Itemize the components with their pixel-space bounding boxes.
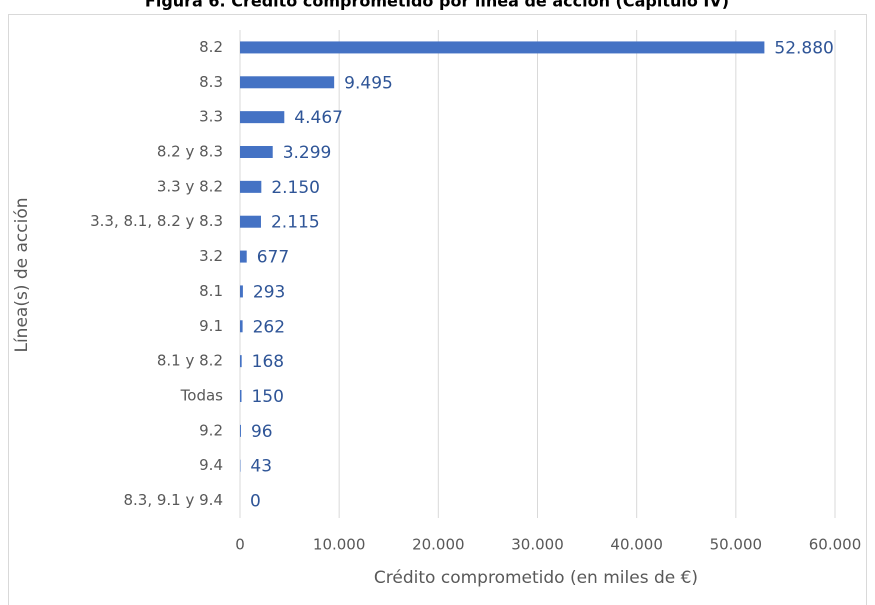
- bar: [240, 250, 247, 263]
- bar: [240, 355, 242, 368]
- y-tick-label: 9.1: [199, 317, 223, 335]
- chart-border: [8, 14, 867, 605]
- x-tick-label: 30.000: [511, 536, 564, 554]
- bar: [240, 215, 261, 228]
- y-tick-label: 8.1: [199, 282, 223, 300]
- y-tick-label: 8.2: [199, 38, 223, 56]
- bar: [240, 146, 273, 158]
- value-label: 0: [250, 492, 261, 512]
- x-axis-label: Crédito comprometido (en miles de €): [374, 568, 698, 588]
- x-tick-label: 20.000: [412, 536, 465, 554]
- y-tick-label: 8.3, 9.1 y 9.4: [123, 491, 223, 509]
- bar: [240, 41, 765, 54]
- value-label: 2.115: [271, 213, 320, 233]
- value-label: 96: [251, 422, 273, 442]
- y-tick-label: 8.3: [199, 73, 223, 91]
- value-label: 150: [251, 387, 283, 407]
- y-tick-label: 9.2: [199, 421, 223, 439]
- chart-title: Figura 6. Crédito comprometido por línea…: [145, 0, 729, 11]
- y-tick-label: 9.4: [199, 456, 223, 474]
- value-label: 293: [253, 282, 285, 302]
- x-tick-label: 40.000: [610, 536, 663, 554]
- bar: [240, 285, 243, 298]
- bar: [240, 320, 243, 333]
- y-tick-label: 3.3: [199, 108, 223, 126]
- y-axis-label: Línea(s) de acción: [12, 197, 32, 352]
- y-tick-label: 8.1 y 8.2: [157, 352, 223, 370]
- x-tick-label: 10.000: [313, 536, 366, 554]
- value-label: 168: [252, 352, 284, 372]
- value-label: 9.495: [344, 73, 393, 93]
- bar: [240, 111, 285, 124]
- value-label: 43: [250, 457, 272, 477]
- value-label: 262: [253, 317, 285, 337]
- x-tick-label: 50.000: [710, 536, 763, 554]
- value-label: 3.299: [283, 143, 332, 163]
- y-tick-label: 3.3, 8.1, 8.2 y 8.3: [90, 212, 223, 230]
- bar: [240, 180, 262, 193]
- y-tick-label: 3.3 y 8.2: [157, 177, 223, 195]
- bar: [240, 424, 241, 437]
- bar: [240, 390, 242, 402]
- x-tick-label: 60.000: [809, 536, 862, 554]
- value-label: 4.467: [294, 108, 343, 128]
- value-label: 677: [257, 248, 289, 268]
- y-tick-label: Todas: [180, 387, 224, 405]
- y-tick-label: 3.2: [199, 247, 223, 265]
- y-tick-label: 8.2 y 8.3: [157, 143, 223, 161]
- value-label: 52.880: [774, 38, 833, 58]
- x-tick-label: 0: [235, 536, 245, 554]
- value-label: 2.150: [271, 178, 320, 198]
- bar: [240, 76, 335, 89]
